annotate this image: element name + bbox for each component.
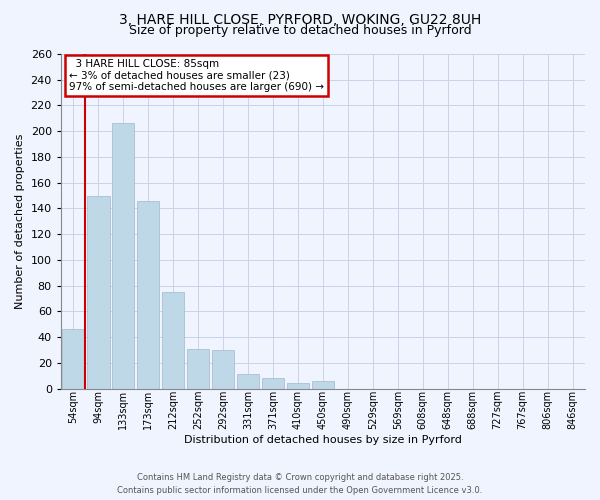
Text: 3 HARE HILL CLOSE: 85sqm
← 3% of detached houses are smaller (23)
97% of semi-de: 3 HARE HILL CLOSE: 85sqm ← 3% of detache… — [68, 59, 323, 92]
Text: Size of property relative to detached houses in Pyrford: Size of property relative to detached ho… — [128, 24, 472, 37]
Bar — [87, 196, 110, 388]
Bar — [137, 200, 160, 388]
Text: Contains HM Land Registry data © Crown copyright and database right 2025.
Contai: Contains HM Land Registry data © Crown c… — [118, 473, 482, 495]
Bar — [212, 350, 235, 389]
Bar — [237, 374, 259, 388]
X-axis label: Distribution of detached houses by size in Pyrford: Distribution of detached houses by size … — [184, 435, 462, 445]
Bar — [287, 384, 309, 388]
Bar — [112, 124, 134, 388]
Y-axis label: Number of detached properties: Number of detached properties — [15, 134, 25, 309]
Bar — [62, 330, 85, 388]
Text: 3, HARE HILL CLOSE, PYRFORD, WOKING, GU22 8UH: 3, HARE HILL CLOSE, PYRFORD, WOKING, GU2… — [119, 12, 481, 26]
Bar — [162, 292, 184, 388]
Bar — [311, 381, 334, 388]
Bar — [187, 348, 209, 389]
Bar — [262, 378, 284, 388]
